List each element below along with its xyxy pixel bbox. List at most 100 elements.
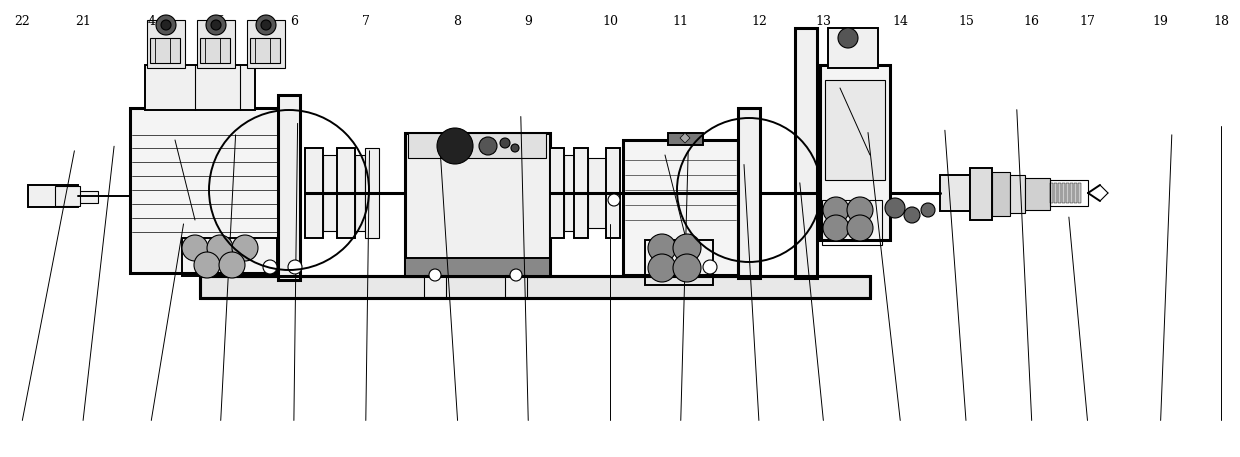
Circle shape: [263, 260, 277, 274]
Circle shape: [838, 28, 858, 48]
Bar: [1054, 183, 1056, 203]
Bar: [355, 155, 365, 231]
Text: 8: 8: [454, 15, 461, 27]
Bar: [200, 276, 870, 298]
Circle shape: [921, 203, 935, 217]
Bar: [738, 108, 760, 278]
Bar: [278, 95, 300, 280]
Bar: [1050, 180, 1087, 206]
Bar: [1070, 183, 1073, 203]
Circle shape: [678, 260, 692, 274]
Circle shape: [232, 235, 258, 261]
Bar: [505, 275, 527, 297]
Circle shape: [847, 215, 873, 241]
Circle shape: [260, 20, 272, 30]
Bar: [940, 175, 970, 211]
Bar: [564, 155, 574, 231]
Circle shape: [904, 207, 920, 223]
Circle shape: [847, 197, 873, 223]
Bar: [182, 238, 277, 276]
Circle shape: [511, 144, 520, 152]
Bar: [668, 133, 703, 145]
Bar: [1050, 183, 1053, 203]
Circle shape: [156, 15, 176, 35]
Text: 9: 9: [525, 15, 532, 27]
Bar: [1058, 183, 1061, 203]
Text: 15: 15: [959, 15, 973, 27]
Bar: [1066, 183, 1069, 203]
Circle shape: [649, 234, 676, 262]
Circle shape: [510, 269, 522, 281]
Circle shape: [823, 197, 849, 223]
Bar: [55, 186, 81, 206]
Text: 10: 10: [603, 15, 618, 27]
Text: 14: 14: [893, 15, 908, 27]
Circle shape: [429, 269, 441, 281]
Circle shape: [649, 254, 676, 282]
Text: 4: 4: [148, 15, 155, 27]
Circle shape: [193, 252, 219, 278]
Bar: [337, 148, 355, 238]
Bar: [322, 155, 337, 231]
Bar: [405, 133, 551, 276]
Circle shape: [219, 252, 246, 278]
Bar: [1078, 183, 1081, 203]
Bar: [1061, 183, 1065, 203]
Circle shape: [206, 15, 226, 35]
Bar: [29, 185, 78, 207]
Text: 12: 12: [751, 15, 766, 27]
Text: 18: 18: [1214, 15, 1229, 27]
Bar: [606, 148, 620, 238]
Circle shape: [823, 215, 849, 241]
Bar: [408, 133, 546, 158]
Bar: [145, 65, 255, 110]
Bar: [574, 148, 588, 238]
Bar: [825, 80, 885, 180]
Circle shape: [255, 15, 277, 35]
Circle shape: [703, 260, 717, 274]
Bar: [1074, 183, 1078, 203]
Bar: [588, 158, 606, 228]
Circle shape: [436, 128, 472, 164]
Bar: [1011, 175, 1025, 213]
Circle shape: [207, 235, 233, 261]
Text: 22: 22: [15, 15, 30, 27]
Text: 16: 16: [1024, 15, 1039, 27]
Text: 11: 11: [673, 15, 688, 27]
Circle shape: [673, 254, 701, 282]
Bar: [1025, 178, 1050, 210]
Bar: [365, 148, 379, 238]
Bar: [130, 108, 280, 273]
Circle shape: [608, 194, 620, 206]
Text: 17: 17: [1080, 15, 1095, 27]
Bar: [250, 38, 280, 63]
Text: 19: 19: [1153, 15, 1168, 27]
Circle shape: [161, 20, 171, 30]
Bar: [622, 140, 738, 275]
Bar: [197, 20, 236, 68]
Polygon shape: [680, 133, 689, 143]
Text: 5: 5: [217, 15, 224, 27]
Bar: [795, 28, 817, 278]
Bar: [645, 240, 713, 285]
Bar: [247, 20, 285, 68]
Bar: [820, 65, 890, 240]
Circle shape: [288, 260, 303, 274]
Bar: [424, 275, 446, 297]
Text: 7: 7: [362, 15, 370, 27]
Bar: [551, 148, 564, 238]
Text: 13: 13: [816, 15, 831, 27]
Bar: [405, 258, 551, 276]
Text: 6: 6: [290, 15, 298, 27]
Circle shape: [885, 198, 905, 218]
Circle shape: [182, 235, 208, 261]
Circle shape: [211, 20, 221, 30]
Bar: [150, 38, 180, 63]
Circle shape: [500, 138, 510, 148]
Bar: [200, 38, 229, 63]
Bar: [148, 20, 185, 68]
Circle shape: [673, 234, 701, 262]
Bar: [992, 172, 1011, 216]
Bar: [822, 200, 882, 245]
Text: 21: 21: [76, 15, 91, 27]
